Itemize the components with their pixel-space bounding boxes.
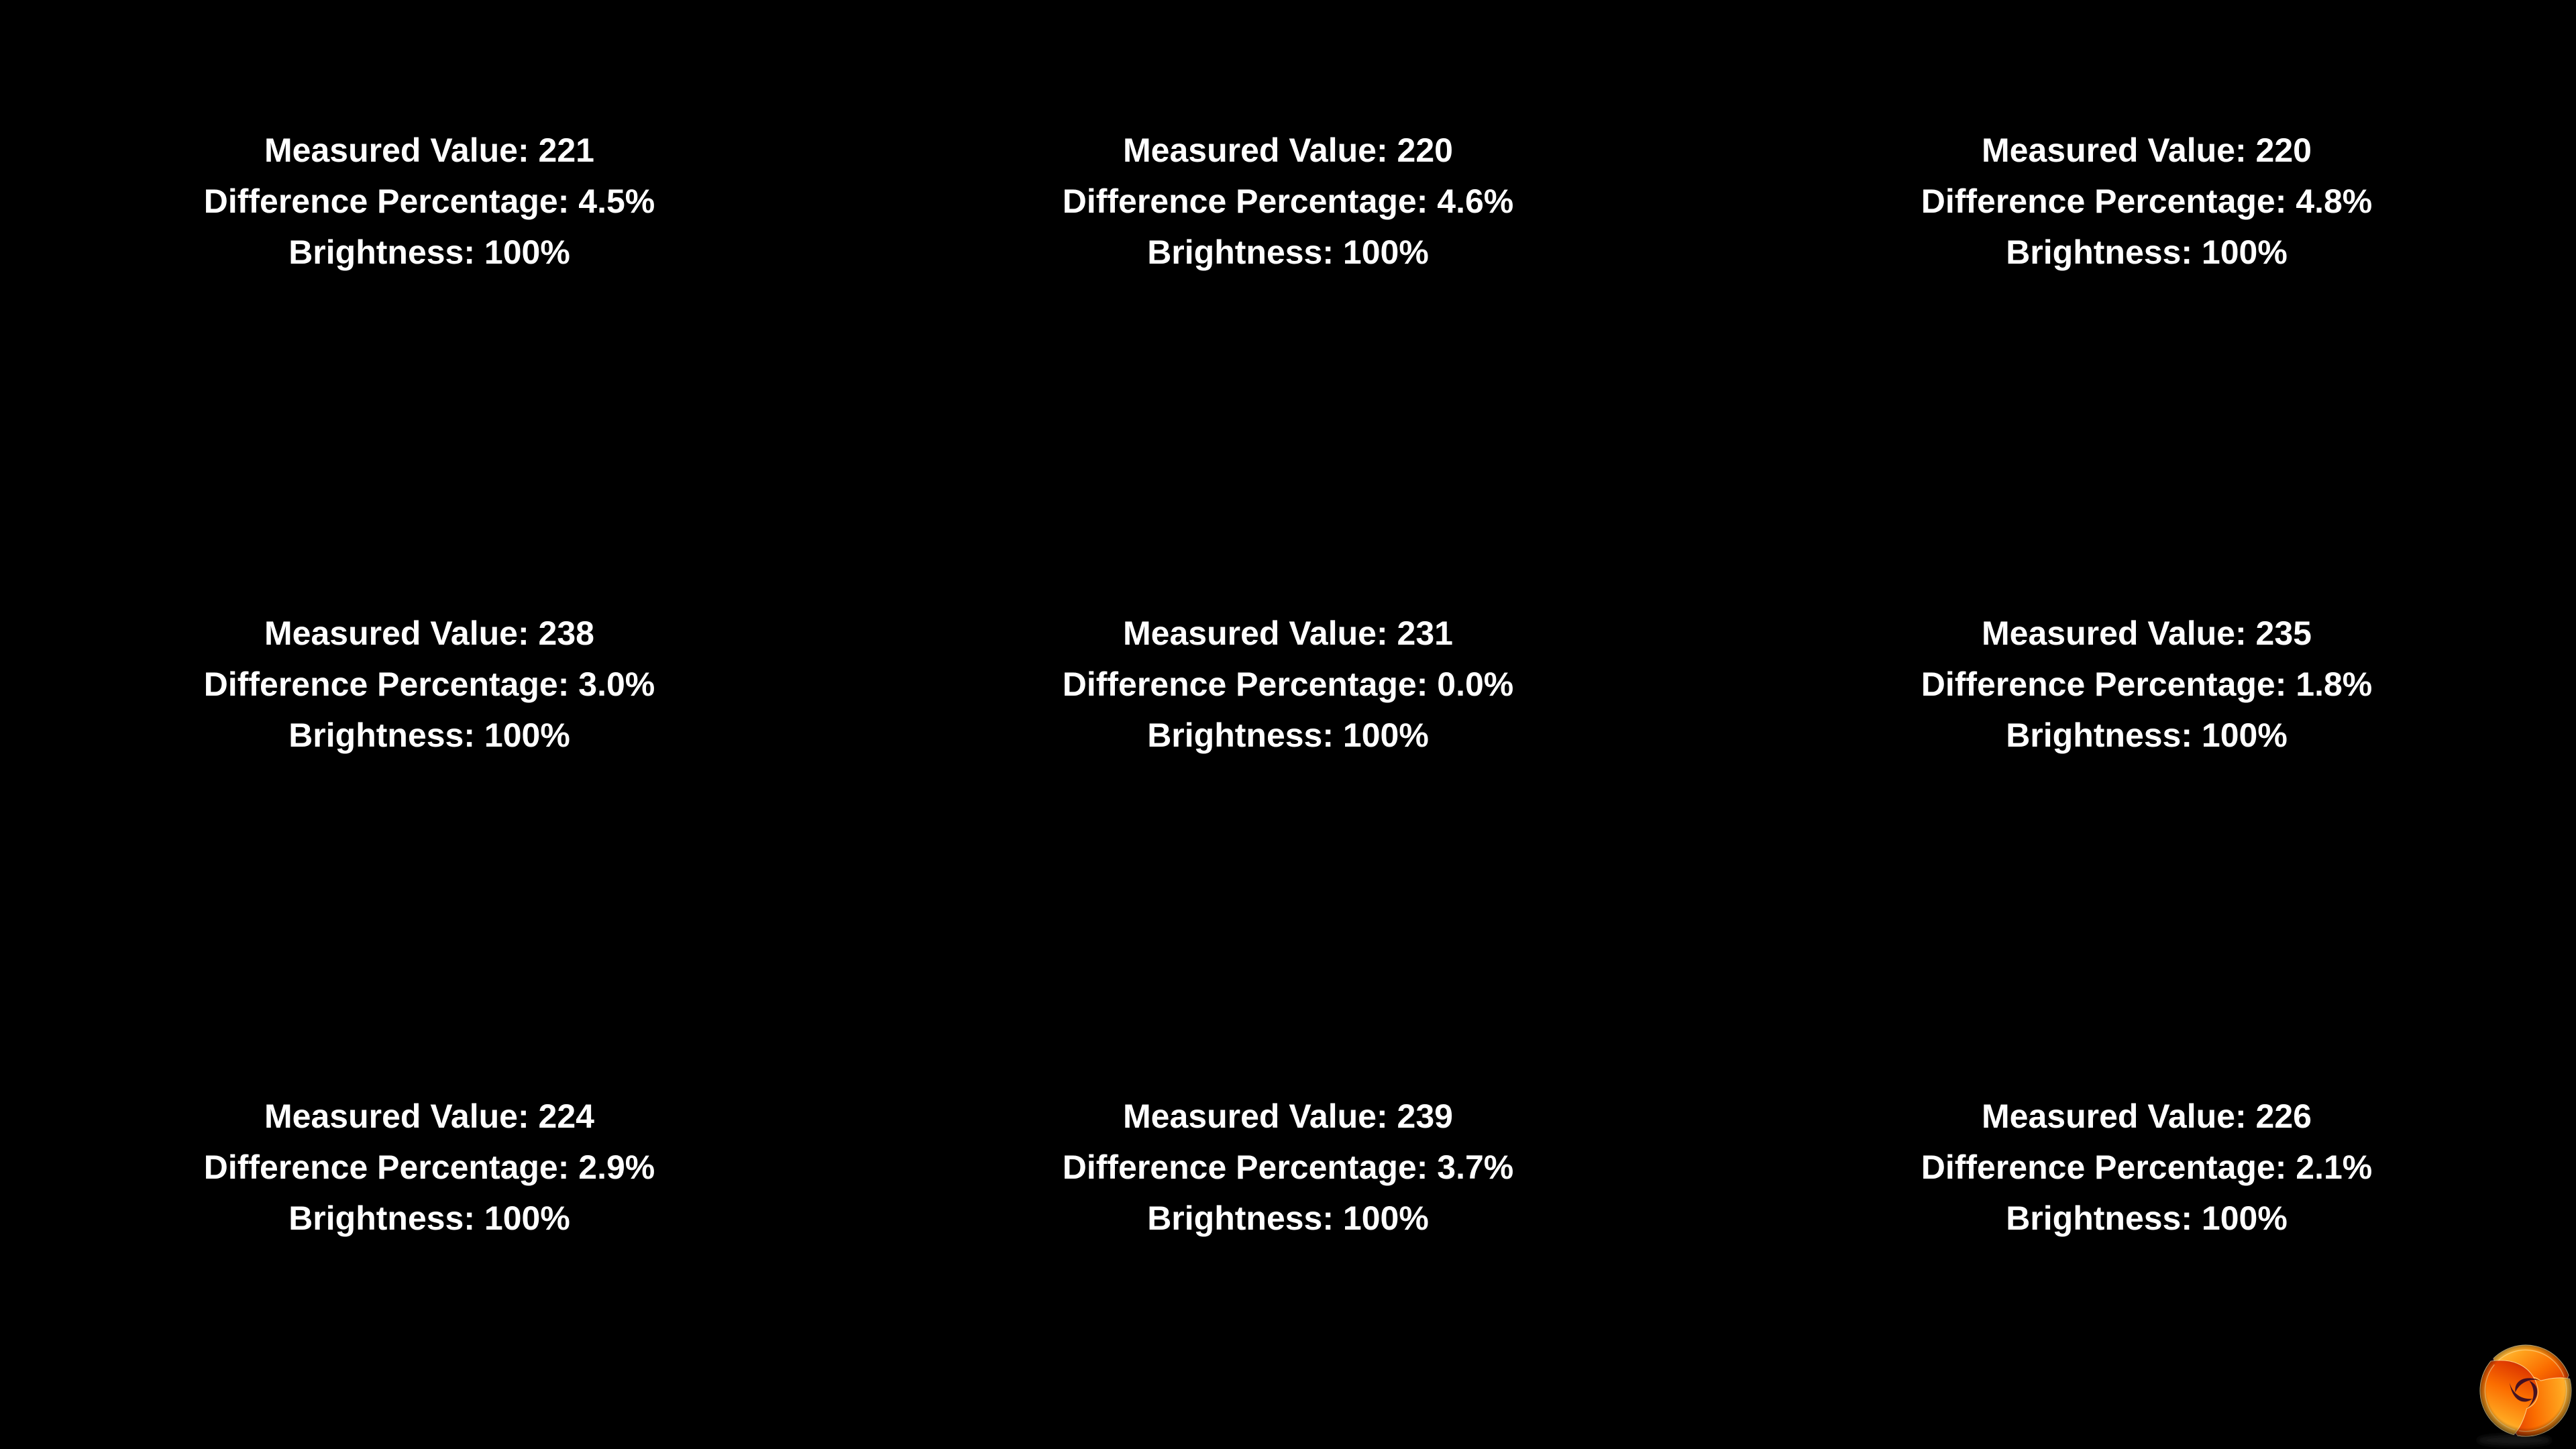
difference-percentage-text: Difference Percentage: 3.0% (203, 665, 655, 703)
brightness-text: Brightness: 100% (2006, 1199, 2288, 1237)
measurement-block: Measured Value: 235 Difference Percentag… (1717, 483, 2576, 966)
swirl-sphere-icon (2477, 1344, 2572, 1446)
brightness-text: Brightness: 100% (288, 233, 570, 271)
brightness-text: Brightness: 100% (2006, 233, 2288, 271)
measured-value-text: Measured Value: 235 (1982, 614, 2312, 652)
logo-shadow (2477, 1435, 2552, 1446)
measurement-block: Measured Value: 220 Difference Percentag… (1717, 0, 2576, 483)
brightness-text: Brightness: 100% (1147, 716, 1429, 754)
measurement-block: Measured Value: 238 Difference Percentag… (0, 483, 859, 966)
difference-percentage-text: Difference Percentage: 4.6% (1062, 182, 1514, 220)
measurement-block: Measured Value: 231 Difference Percentag… (859, 483, 1717, 966)
measurement-block: Measured Value: 221 Difference Percentag… (0, 0, 859, 483)
brightness-text: Brightness: 100% (1147, 1199, 1429, 1237)
difference-percentage-text: Difference Percentage: 2.9% (203, 1148, 655, 1186)
measurement-block: Measured Value: 226 Difference Percentag… (1717, 966, 2576, 1449)
measurement-block: Measured Value: 239 Difference Percentag… (859, 966, 1717, 1449)
brightness-text: Brightness: 100% (1147, 233, 1429, 271)
difference-percentage-text: Difference Percentage: 4.5% (203, 182, 655, 220)
orange-swirl-sphere-logo (2474, 1340, 2576, 1449)
measurement-block: Measured Value: 220 Difference Percentag… (859, 0, 1717, 483)
measured-value-text: Measured Value: 220 (1982, 131, 2312, 169)
difference-percentage-text: Difference Percentage: 2.1% (1921, 1148, 2373, 1186)
brightness-text: Brightness: 100% (288, 716, 570, 754)
measured-value-text: Measured Value: 239 (1123, 1097, 1453, 1135)
difference-percentage-text: Difference Percentage: 3.7% (1062, 1148, 1514, 1186)
measured-value-text: Measured Value: 220 (1123, 131, 1453, 169)
measured-value-text: Measured Value: 226 (1982, 1097, 2312, 1135)
brightness-text: Brightness: 100% (288, 1199, 570, 1237)
difference-percentage-text: Difference Percentage: 4.8% (1921, 182, 2373, 220)
measured-value-text: Measured Value: 231 (1123, 614, 1453, 652)
difference-percentage-text: Difference Percentage: 1.8% (1921, 665, 2373, 703)
measured-value-text: Measured Value: 221 (264, 131, 594, 169)
measured-value-text: Measured Value: 238 (264, 614, 594, 652)
difference-percentage-text: Difference Percentage: 0.0% (1062, 665, 1514, 703)
brightness-text: Brightness: 100% (2006, 716, 2288, 754)
measurement-block: Measured Value: 224 Difference Percentag… (0, 966, 859, 1449)
measured-value-text: Measured Value: 224 (264, 1097, 594, 1135)
